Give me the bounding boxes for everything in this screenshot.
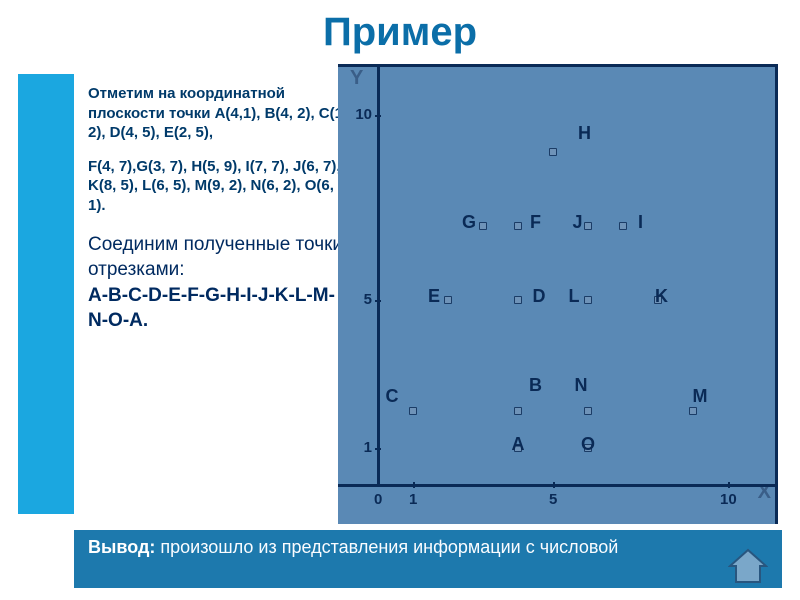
y-tick-mark — [375, 300, 381, 302]
x-tick-mark — [413, 482, 415, 488]
point-label-L: L — [569, 286, 580, 307]
y-tick-mark — [375, 448, 381, 450]
x-tick-label: 10 — [720, 491, 737, 508]
home-icon[interactable] — [728, 548, 768, 584]
point-label-J: J — [572, 212, 582, 233]
point-G — [479, 222, 487, 230]
point-label-K: K — [655, 286, 668, 307]
paragraph-2: F(4, 7),G(3, 7), H(5, 9), I(7, 7), J(6, … — [88, 157, 348, 216]
x-tick-label: 5 — [549, 491, 557, 508]
y-axis — [377, 67, 380, 487]
point-D — [514, 296, 522, 304]
paragraph-4: A-B-C-D-E-F-G-H-I-J-K-L-M-N-O-A. — [88, 284, 348, 333]
point-label-C: C — [386, 386, 399, 407]
point-label-N: N — [575, 375, 588, 396]
footer-banner: Вывод: произошло из представления информ… — [74, 530, 782, 588]
point-B — [514, 407, 522, 415]
point-C — [409, 407, 417, 415]
accent-bar — [18, 74, 74, 514]
x-tick-label: 1 — [409, 491, 417, 508]
point-label-B: B — [529, 375, 542, 396]
slide-title: Пример — [18, 10, 782, 55]
point-E — [444, 296, 452, 304]
point-label-D: D — [533, 286, 546, 307]
point-H — [549, 148, 557, 156]
slide: Пример Отметим на координатной плоскости… — [18, 4, 782, 596]
paragraph-3: Соединим полученные точки отрезками: — [88, 233, 348, 282]
point-label-O: O — [581, 434, 595, 455]
point-label-F: F — [530, 212, 541, 233]
x-tick-mark — [553, 482, 555, 488]
point-M — [689, 407, 697, 415]
point-label-I: I — [638, 212, 643, 233]
y-tick-label: 5 — [342, 291, 372, 308]
text-column: Отметим на координатной плоскости точки … — [88, 84, 348, 334]
point-label-A: A — [512, 434, 525, 455]
y-tick-mark — [375, 115, 381, 117]
y-axis-label: Y — [350, 67, 363, 90]
point-F — [514, 222, 522, 230]
footer-lead: Вывод: — [88, 537, 155, 557]
point-label-M: M — [693, 386, 708, 407]
point-label-H: H — [578, 123, 591, 144]
point-N — [584, 407, 592, 415]
footer-rest: произошло из представления информации с … — [155, 537, 618, 557]
point-L — [584, 296, 592, 304]
y-tick-label: 1 — [342, 439, 372, 456]
point-J — [584, 222, 592, 230]
x-tick-mark — [728, 482, 730, 488]
x-axis — [338, 484, 778, 487]
x-tick-label: 0 — [374, 491, 382, 508]
point-label-E: E — [428, 286, 440, 307]
point-I — [619, 222, 627, 230]
y-tick-label: 10 — [342, 106, 372, 123]
point-label-G: G — [462, 212, 476, 233]
paragraph-1: Отметим на координатной плоскости точки … — [88, 84, 348, 143]
coordinate-chart: Y X 151001510ABCDEFGHIJKLMNO — [338, 64, 778, 524]
